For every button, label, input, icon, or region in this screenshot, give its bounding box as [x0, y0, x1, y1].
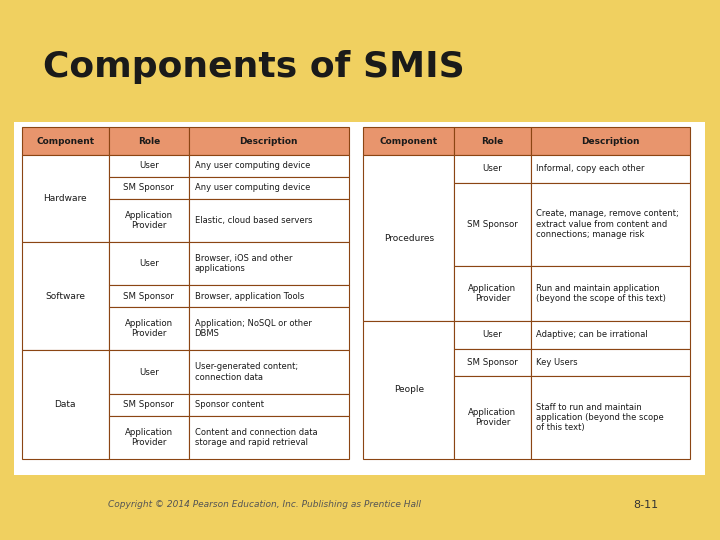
FancyBboxPatch shape: [109, 242, 189, 285]
Text: Create, manage, remove content;
extract value from content and
connections; mana: Create, manage, remove content; extract …: [536, 210, 679, 239]
Text: User: User: [139, 259, 158, 268]
Text: Browser, application Tools: Browser, application Tools: [194, 292, 304, 301]
Text: Run and maintain application
(beyond the scope of this text): Run and maintain application (beyond the…: [536, 284, 666, 303]
Text: Elastic, cloud based servers: Elastic, cloud based servers: [194, 216, 312, 225]
FancyBboxPatch shape: [109, 285, 189, 307]
Text: Data: Data: [55, 400, 76, 409]
Text: Application; NoSQL or other
DBMS: Application; NoSQL or other DBMS: [194, 319, 312, 339]
FancyBboxPatch shape: [189, 285, 348, 307]
FancyBboxPatch shape: [454, 127, 531, 155]
Text: User: User: [482, 165, 503, 173]
FancyBboxPatch shape: [109, 307, 189, 350]
Text: Any user computing device: Any user computing device: [194, 183, 310, 192]
FancyBboxPatch shape: [109, 127, 189, 155]
Text: Software: Software: [45, 292, 85, 301]
FancyBboxPatch shape: [189, 155, 348, 177]
FancyBboxPatch shape: [363, 321, 454, 459]
FancyBboxPatch shape: [531, 321, 690, 348]
FancyBboxPatch shape: [189, 199, 348, 242]
FancyBboxPatch shape: [454, 266, 531, 321]
FancyBboxPatch shape: [22, 127, 109, 155]
Text: Description: Description: [240, 137, 298, 145]
FancyBboxPatch shape: [189, 394, 348, 416]
Text: Browser, iOS and other
applications: Browser, iOS and other applications: [194, 254, 292, 273]
Text: Role: Role: [138, 137, 160, 145]
FancyBboxPatch shape: [22, 155, 109, 242]
Text: Content and connection data
storage and rapid retrieval: Content and connection data storage and …: [194, 428, 318, 447]
Text: Any user computing device: Any user computing device: [194, 161, 310, 171]
FancyBboxPatch shape: [189, 416, 348, 459]
FancyBboxPatch shape: [189, 177, 348, 199]
FancyBboxPatch shape: [189, 307, 348, 350]
Text: 8-11: 8-11: [633, 500, 658, 510]
FancyBboxPatch shape: [454, 348, 531, 376]
Text: User: User: [139, 161, 158, 171]
Text: Hardware: Hardware: [43, 194, 87, 203]
Text: Key Users: Key Users: [536, 358, 578, 367]
FancyBboxPatch shape: [363, 155, 454, 321]
FancyBboxPatch shape: [531, 127, 690, 155]
FancyBboxPatch shape: [454, 376, 531, 459]
FancyBboxPatch shape: [531, 183, 690, 266]
FancyBboxPatch shape: [22, 350, 109, 459]
Text: Informal, copy each other: Informal, copy each other: [536, 165, 645, 173]
Text: SM Sponsor: SM Sponsor: [123, 400, 174, 409]
FancyBboxPatch shape: [189, 242, 348, 285]
FancyBboxPatch shape: [454, 155, 531, 183]
FancyBboxPatch shape: [14, 122, 705, 475]
Text: Components of SMIS: Components of SMIS: [43, 51, 465, 84]
Text: Application
Provider: Application Provider: [469, 408, 516, 427]
Text: Application
Provider: Application Provider: [125, 428, 173, 447]
FancyBboxPatch shape: [109, 155, 189, 177]
FancyBboxPatch shape: [189, 127, 348, 155]
Text: Application
Provider: Application Provider: [125, 319, 173, 339]
Text: Description: Description: [581, 137, 639, 145]
FancyBboxPatch shape: [109, 350, 189, 394]
FancyBboxPatch shape: [531, 348, 690, 376]
Text: Sponsor content: Sponsor content: [194, 400, 264, 409]
Text: SM Sponsor: SM Sponsor: [467, 220, 518, 229]
FancyBboxPatch shape: [109, 199, 189, 242]
FancyBboxPatch shape: [531, 266, 690, 321]
FancyBboxPatch shape: [363, 127, 454, 155]
FancyBboxPatch shape: [531, 155, 690, 183]
Text: SM Sponsor: SM Sponsor: [123, 183, 174, 192]
Text: User-generated content;
connection data: User-generated content; connection data: [194, 362, 297, 382]
Text: Adaptive; can be irrational: Adaptive; can be irrational: [536, 330, 648, 339]
Text: Role: Role: [482, 137, 503, 145]
Text: SM Sponsor: SM Sponsor: [123, 292, 174, 301]
FancyBboxPatch shape: [109, 394, 189, 416]
Text: Component: Component: [379, 137, 438, 145]
FancyBboxPatch shape: [531, 376, 690, 459]
FancyBboxPatch shape: [189, 350, 348, 394]
Text: User: User: [482, 330, 503, 339]
FancyBboxPatch shape: [109, 416, 189, 459]
FancyBboxPatch shape: [109, 177, 189, 199]
Text: Application
Provider: Application Provider: [125, 211, 173, 230]
Text: Staff to run and maintain
application (beyond the scope
of this text): Staff to run and maintain application (b…: [536, 403, 664, 433]
Text: SM Sponsor: SM Sponsor: [467, 358, 518, 367]
FancyBboxPatch shape: [22, 242, 109, 350]
Text: User: User: [139, 368, 158, 377]
Text: People: People: [394, 386, 424, 394]
Text: Application
Provider: Application Provider: [469, 284, 516, 303]
Text: Procedures: Procedures: [384, 233, 434, 242]
FancyBboxPatch shape: [454, 183, 531, 266]
FancyBboxPatch shape: [454, 321, 531, 348]
Text: Component: Component: [36, 137, 94, 145]
Text: Copyright © 2014 Pearson Education, Inc. Publishing as Prentice Hall: Copyright © 2014 Pearson Education, Inc.…: [108, 501, 421, 509]
